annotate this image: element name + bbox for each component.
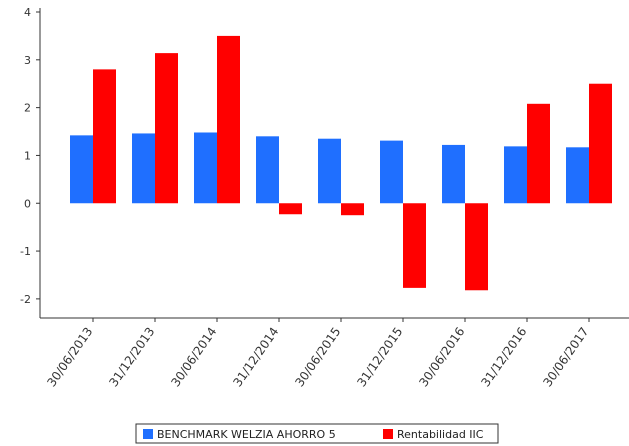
bar-benchmark-5 <box>380 140 403 204</box>
y-tick-label: 1 <box>24 149 31 162</box>
y-tick-label: 2 <box>24 102 31 115</box>
legend: BENCHMARK WELZIA AHORRO 5 Rentabilidad I… <box>135 423 499 444</box>
bar-benchmark-8 <box>566 147 589 204</box>
x-tick-label: 30/06/2015 <box>292 325 343 390</box>
y-tick-label: 3 <box>24 54 31 67</box>
bar-benchmark-2 <box>194 132 217 204</box>
x-tick-label: 31/12/2015 <box>354 325 405 390</box>
y-tick-label: 4 <box>24 6 31 19</box>
bar-rentabilidad-4 <box>341 203 364 216</box>
y-tick-label: -2 <box>20 293 31 306</box>
legend-box <box>135 423 499 444</box>
bar-rentabilidad-0 <box>93 69 116 204</box>
bar-benchmark-3 <box>256 136 279 204</box>
bar-rentabilidad-8 <box>589 83 612 204</box>
x-tick-label: 30/06/2016 <box>416 325 467 390</box>
bar-benchmark-1 <box>132 133 155 204</box>
legend-swatch-benchmark <box>143 429 153 439</box>
bar-benchmark-0 <box>70 135 93 204</box>
bar-rentabilidad-2 <box>217 35 240 204</box>
y-axis-ticks: -2 -1 0 1 2 3 4 <box>20 6 40 306</box>
bars <box>70 35 612 291</box>
x-tick-label: 30/06/2013 <box>44 325 95 390</box>
bar-benchmark-4 <box>318 138 341 204</box>
y-tick-label: -1 <box>20 245 31 258</box>
x-tick-label: 30/06/2014 <box>168 325 219 390</box>
bar-benchmark-6 <box>442 144 465 204</box>
x-tick-label: 31/12/2014 <box>230 325 281 390</box>
x-tick-label: 30/06/2017 <box>540 325 591 390</box>
x-tick-label: 31/12/2016 <box>478 325 529 390</box>
y-tick-label: 0 <box>24 197 31 210</box>
bar-rentabilidad-7 <box>527 103 550 204</box>
bar-rentabilidad-3 <box>279 203 302 215</box>
bar-rentabilidad-6 <box>465 203 488 291</box>
bar-rentabilidad-5 <box>403 203 426 288</box>
legend-label-rentabilidad: Rentabilidad IIC <box>397 428 484 441</box>
bar-benchmark-7 <box>504 146 527 204</box>
legend-swatch-rentabilidad <box>383 429 393 439</box>
legend-label-benchmark: BENCHMARK WELZIA AHORRO 5 <box>157 428 336 441</box>
x-axis-ticks: 30/06/2013 31/12/2013 30/06/2014 31/12/2014… <box>44 318 591 389</box>
x-tick-label: 31/12/2013 <box>106 325 157 390</box>
bar-rentabilidad-1 <box>155 53 178 204</box>
